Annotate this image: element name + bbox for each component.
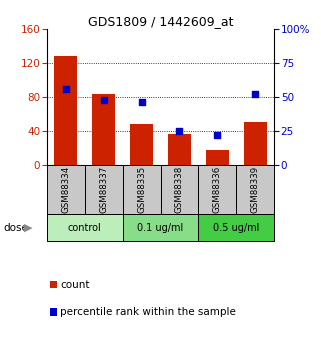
Bar: [198, 165, 237, 214]
Text: percentile rank within the sample: percentile rank within the sample: [60, 307, 236, 317]
Point: [139, 100, 144, 105]
Bar: [244, 122, 267, 165]
Point: [177, 128, 182, 134]
Bar: [47, 165, 84, 214]
Bar: [237, 165, 274, 214]
Text: 0.5 ug/ml: 0.5 ug/ml: [213, 223, 260, 233]
Bar: [198, 214, 274, 242]
Bar: [123, 214, 198, 242]
Point: [63, 86, 68, 92]
Point: [215, 132, 220, 138]
Text: count: count: [60, 280, 90, 289]
Bar: [123, 165, 160, 214]
Text: ▶: ▶: [24, 223, 32, 233]
Text: GSM88337: GSM88337: [99, 166, 108, 213]
Bar: [54, 57, 77, 165]
Text: GSM88339: GSM88339: [251, 166, 260, 213]
Bar: [168, 134, 191, 165]
Text: GSM88335: GSM88335: [137, 166, 146, 213]
Text: dose: dose: [3, 223, 28, 233]
Bar: [92, 95, 115, 165]
Bar: [206, 149, 229, 165]
Text: 0.1 ug/ml: 0.1 ug/ml: [137, 223, 184, 233]
Bar: [130, 124, 153, 165]
Point: [253, 91, 258, 97]
Title: GDS1809 / 1442609_at: GDS1809 / 1442609_at: [88, 15, 233, 28]
Text: GSM88338: GSM88338: [175, 166, 184, 213]
Text: GSM88336: GSM88336: [213, 166, 222, 213]
Bar: [160, 165, 198, 214]
Point: [101, 97, 106, 102]
Bar: [84, 165, 123, 214]
Bar: [47, 214, 123, 242]
Text: GSM88334: GSM88334: [61, 166, 70, 213]
Text: control: control: [68, 223, 101, 233]
